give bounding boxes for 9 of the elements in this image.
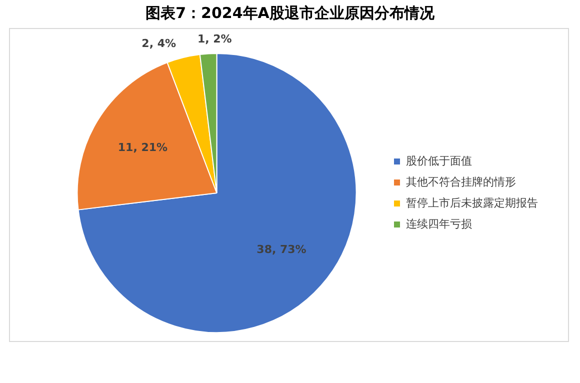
data-label: 2, 4% <box>142 36 176 50</box>
legend-label: 其他不符合挂牌的情形 <box>406 175 516 188</box>
data-label: 11, 21% <box>118 141 168 154</box>
data-label: 1, 2% <box>197 32 232 46</box>
legend-label: 股价低于面值 <box>406 154 472 168</box>
legend-label: 暂停上市后未披露定期报告 <box>406 196 538 210</box>
legend-label: 连续四年亏损 <box>406 217 472 230</box>
chart-title: 图表7：2024年A股退市企业原因分布情况 <box>144 4 436 23</box>
data-label: 38, 73% <box>256 243 306 256</box>
